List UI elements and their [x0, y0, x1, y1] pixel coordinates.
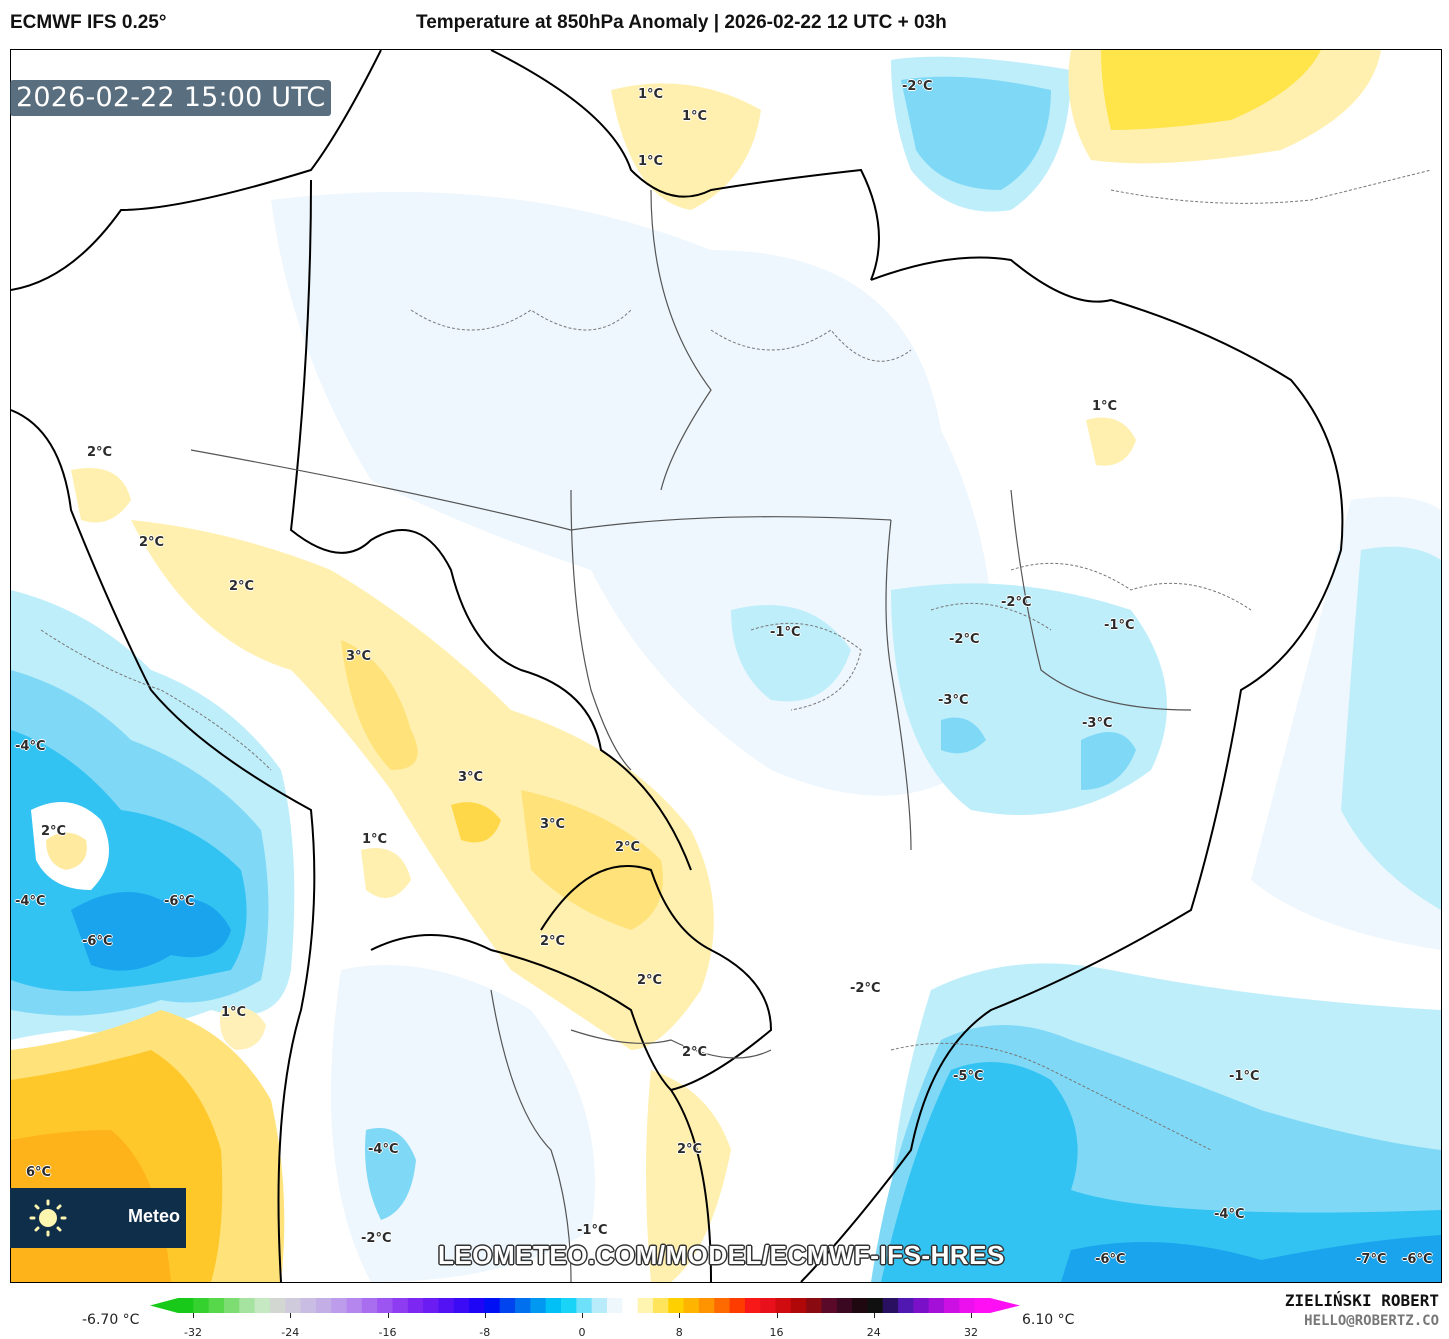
contour-label: -4°C — [1214, 1207, 1245, 1222]
contour-label: -4°C — [368, 1142, 399, 1157]
leometeo-logo[interactable]: Meteo — [10, 1188, 186, 1248]
anomaly-map: 1°C 1°C 1°C -2°C 2°C 2°C 2°C 1°C 3°C -1°C -2°C -2°C… — [10, 49, 1442, 1283]
contour-label: 2°C — [87, 445, 113, 460]
tick-label: 16 — [769, 1326, 784, 1339]
author-name: ZIELIŃSKI ROBERT — [1284, 1291, 1439, 1310]
tick-label: -24 — [281, 1326, 300, 1339]
contour-label: -1°C — [1229, 1069, 1260, 1084]
contour-label: -2°C — [1001, 595, 1032, 610]
contour-label: -4°C — [15, 739, 46, 754]
tick-mark — [484, 1313, 486, 1318]
tick-label: -16 — [378, 1326, 397, 1339]
contour-label: -2°C — [361, 1231, 392, 1246]
tick-mark — [971, 1313, 972, 1318]
contour-label: 1°C — [1092, 399, 1118, 414]
contour-label: 2°C — [615, 840, 641, 855]
tick-mark — [776, 1313, 778, 1318]
contour-label: 1°C — [638, 87, 664, 102]
colorbar-max-label: 6.10 °C — [1022, 1312, 1075, 1328]
contour-label: -4°C — [15, 894, 46, 909]
tick-label: 8 — [675, 1326, 683, 1339]
tick-label: -8 — [479, 1326, 491, 1339]
tick-mark — [582, 1313, 583, 1318]
contour-label: 1°C — [682, 109, 708, 124]
logo-text: Meteo — [128, 1206, 181, 1226]
contour-label: -3°C — [1082, 716, 1113, 731]
tick-label: 32 — [964, 1326, 978, 1339]
chart-title: Temperature at 850hPa Anomaly | 2026-02-… — [416, 12, 947, 33]
contour-label: -6°C — [1402, 1252, 1433, 1267]
contour-label: -1°C — [1104, 618, 1135, 633]
contour-label: -5°C — [953, 1069, 984, 1084]
source-watermark: LEOMETEO.COM/MODEL/ECMWF-IFS-HRES — [438, 1240, 1005, 1270]
valid-time-badge: 2026-02-22 15:00 UTC — [10, 80, 332, 116]
sun-icon — [29, 1199, 67, 1237]
tick-mark — [290, 1313, 292, 1318]
colorbar-min-label: -6.70 °C — [82, 1312, 140, 1328]
contour-label: -7°C — [1356, 1252, 1387, 1267]
author-email[interactable]: HELLO@ROBERTZ.CO — [1304, 1313, 1439, 1329]
contour-label: -1°C — [770, 625, 801, 640]
tick-mark — [193, 1313, 194, 1318]
contour-label: 2°C — [229, 579, 255, 594]
contour-label: 3°C — [540, 817, 566, 832]
tick-label: 0 — [578, 1326, 586, 1339]
tick-label: -32 — [184, 1326, 202, 1339]
contour-label: -2°C — [949, 632, 980, 647]
tick-mark — [387, 1313, 389, 1318]
tick-mark — [679, 1313, 681, 1318]
contour-label: 2°C — [677, 1142, 703, 1157]
contour-label: 2°C — [682, 1045, 708, 1060]
tick-mark — [873, 1313, 875, 1318]
contour-label: 2°C — [41, 824, 67, 839]
contour-label: 2°C — [540, 934, 566, 949]
contour-label: 2°C — [637, 973, 663, 988]
contour-label: -1°C — [577, 1223, 608, 1238]
model-name: ECMWF IFS 0.25° — [10, 12, 167, 33]
map-field — [11, 50, 1441, 1282]
contour-label: 3°C — [346, 649, 372, 664]
contour-label: -3°C — [938, 693, 969, 708]
contour-label: -6°C — [82, 934, 113, 949]
contour-label: -2°C — [902, 79, 933, 94]
contour-label: 3°C — [458, 770, 484, 785]
colorbar — [150, 1298, 1020, 1313]
contour-label: 1°C — [362, 832, 388, 847]
contour-label: 1°C — [221, 1005, 247, 1020]
contour-label: 1°C — [638, 154, 664, 169]
contour-label: 2°C — [139, 535, 165, 550]
tick-label: 24 — [866, 1326, 881, 1339]
contour-label: -6°C — [1095, 1252, 1126, 1267]
contour-label: 6°C — [26, 1165, 52, 1180]
contour-label: -2°C — [850, 981, 881, 996]
contour-label: -6°C — [164, 894, 195, 909]
